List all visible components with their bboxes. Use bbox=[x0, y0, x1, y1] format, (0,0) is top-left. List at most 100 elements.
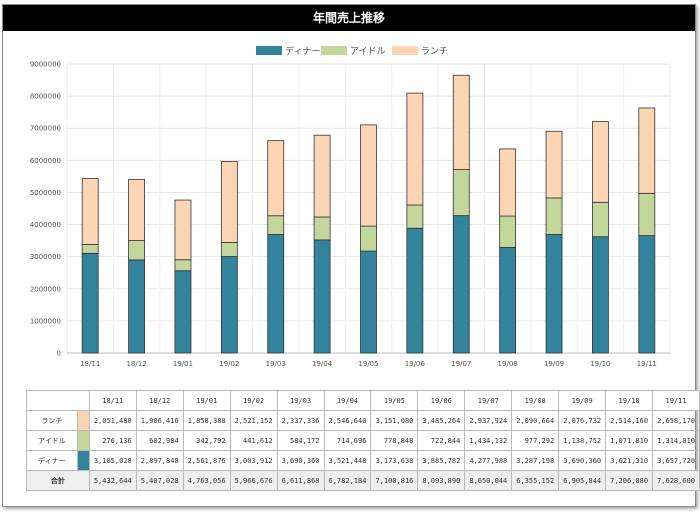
bar-segment bbox=[545, 197, 563, 235]
table-cell: 3,657,720 bbox=[652, 450, 700, 471]
table-cell: 3,485,264 bbox=[417, 410, 466, 431]
x-tick-label: 19/04 bbox=[312, 360, 333, 368]
row-color-swatch bbox=[76, 430, 90, 451]
table-cell: 1,071,810 bbox=[605, 430, 654, 451]
total-cell: 7,206,080 bbox=[605, 470, 654, 491]
y-tick-label: 0 bbox=[57, 350, 61, 358]
row-label: ディナー bbox=[26, 450, 78, 471]
bar-segment bbox=[638, 192, 656, 236]
table-column-header: 19/06 bbox=[417, 390, 466, 411]
stacked-bar-chart: 0 1000000 2000000 3000000 4000000 5000000 6000… bbox=[30, 45, 671, 368]
table-column-header: 19/04 bbox=[323, 390, 372, 411]
bar-segment bbox=[81, 244, 99, 254]
bar-segment bbox=[452, 215, 470, 354]
total-cell: 5,966,676 bbox=[229, 470, 278, 491]
table-cell: 2,897,848 bbox=[135, 450, 184, 471]
table-column-header: 19/03 bbox=[276, 390, 325, 411]
bar-segment bbox=[406, 227, 424, 354]
table-cell: 3,690,360 bbox=[276, 450, 325, 471]
total-cell: 5,407,028 bbox=[135, 470, 184, 491]
legend-swatch bbox=[256, 46, 282, 55]
total-cell: 6,611,868 bbox=[276, 470, 325, 491]
table-column-header: 19/01 bbox=[182, 390, 231, 411]
bar-segment bbox=[452, 169, 470, 217]
table-cell: 2,051,480 bbox=[88, 410, 137, 431]
y-tick-label: 4000000 bbox=[30, 221, 61, 229]
table-row: ランチ 2,051,480 1,906,416 1,858,388 2,521,152 2… bbox=[26, 410, 700, 431]
x-tick-label: 19/01 bbox=[173, 360, 193, 368]
table-cell: 2,658,170 bbox=[652, 410, 700, 431]
total-cell: 8,650,044 bbox=[464, 470, 513, 491]
table-cell: 722,844 bbox=[417, 430, 466, 451]
table-cell: 602,984 bbox=[135, 430, 184, 451]
table-cell: 276,136 bbox=[88, 430, 137, 451]
bar-segment bbox=[174, 259, 192, 272]
total-cell: 6,782,184 bbox=[323, 470, 372, 491]
total-cell: 8,093,890 bbox=[417, 470, 466, 491]
table-cell: 3,690,360 bbox=[558, 450, 607, 471]
table-cell: 342,792 bbox=[182, 430, 231, 451]
table-cell: 1,314,810 bbox=[652, 430, 700, 451]
table-cell: 2,546,640 bbox=[323, 410, 372, 431]
total-cell: 4,763,056 bbox=[182, 470, 231, 491]
bar-segment bbox=[592, 121, 609, 203]
total-cell: 7,628,600 bbox=[652, 470, 700, 491]
y-tick-label: 2000000 bbox=[30, 285, 61, 293]
table-cell: 2,090,664 bbox=[511, 410, 560, 431]
table-column-header: 18/11 bbox=[88, 390, 137, 411]
bar-segment bbox=[406, 204, 424, 229]
x-tick-label: 19/06 bbox=[405, 360, 426, 368]
table-row: アイドル 276,136 602,984 342,792 441,612 584,172 7… bbox=[26, 430, 700, 451]
bar-segment bbox=[81, 252, 99, 354]
bar-segment bbox=[545, 234, 563, 354]
table-cell: 714,696 bbox=[323, 430, 372, 451]
page-title: 年間売上推移 bbox=[3, 5, 695, 31]
total-label: 合計 bbox=[26, 470, 90, 491]
bar-segment bbox=[545, 130, 563, 199]
table-column-header: 18/12 bbox=[135, 390, 184, 411]
row-label: ランチ bbox=[26, 410, 78, 431]
x-tick-label: 18/11 bbox=[80, 360, 100, 368]
bar-segment bbox=[499, 215, 517, 248]
table-cell: 2,514,160 bbox=[605, 410, 654, 431]
table-total-row: 合計 5,432,644 5,407,028 4,763,056 5,966,676 6,… bbox=[26, 470, 700, 491]
bar-segment bbox=[313, 134, 331, 218]
bar-segment bbox=[499, 148, 517, 217]
x-tick-label: 18/12 bbox=[126, 360, 146, 368]
bar-segment bbox=[592, 236, 609, 354]
table-cell: 2,521,152 bbox=[229, 410, 278, 431]
bar-segment bbox=[174, 199, 192, 261]
table-column-header: 19/10 bbox=[605, 390, 654, 411]
table-column-header: 19/05 bbox=[370, 390, 419, 411]
legend-swatch bbox=[392, 46, 418, 55]
table-cell: 3,151,080 bbox=[370, 410, 419, 431]
table-cell: 1,138,752 bbox=[558, 430, 607, 451]
table-cell: 3,105,028 bbox=[88, 450, 137, 471]
table-cell: 3,287,198 bbox=[511, 450, 560, 471]
x-tick-label: 19/10 bbox=[590, 360, 610, 368]
table-cell: 3,885,782 bbox=[417, 450, 466, 471]
table-cell: 4,277,988 bbox=[464, 450, 513, 471]
table-cell: 1,434,132 bbox=[464, 430, 513, 451]
bar-segment bbox=[220, 161, 238, 243]
table-cell: 3,521,448 bbox=[323, 450, 372, 471]
total-cell: 5,432,644 bbox=[88, 470, 137, 491]
bar-segment bbox=[267, 140, 285, 217]
row-label: アイドル bbox=[26, 430, 78, 451]
bar-segment bbox=[499, 247, 517, 354]
table-column-header: 19/09 bbox=[558, 390, 607, 411]
row-color-swatch bbox=[76, 450, 90, 471]
legend-label: アイドル bbox=[350, 47, 386, 57]
legend-label: ディナー bbox=[285, 45, 320, 57]
bar-segment bbox=[220, 241, 238, 257]
data-table: 18/11 18/12 19/01 19/02 19/03 19/04 19/05 19/06… bbox=[26, 390, 700, 491]
bar-segment bbox=[406, 92, 424, 206]
bar-segment bbox=[452, 74, 470, 170]
y-tick-label: 6000000 bbox=[30, 157, 61, 165]
bar-segment bbox=[267, 234, 285, 354]
table-cell: 3,173,638 bbox=[370, 450, 419, 471]
table-corner bbox=[26, 390, 90, 411]
bar-segment bbox=[592, 201, 609, 238]
bar-segment bbox=[128, 240, 145, 261]
table-cell: 1,858,388 bbox=[182, 410, 231, 431]
